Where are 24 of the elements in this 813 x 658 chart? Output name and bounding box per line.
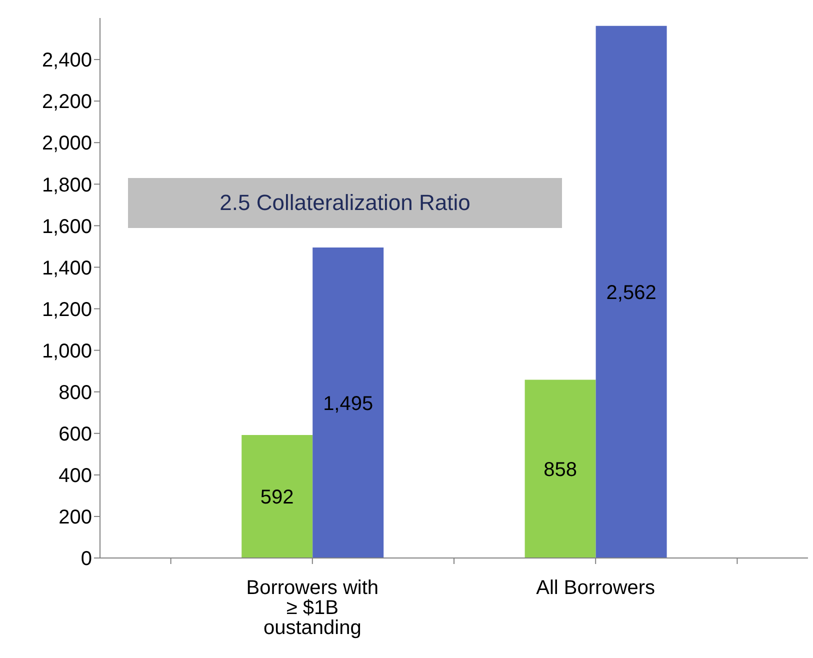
x-tick-label: All Borrowers (536, 577, 656, 600)
y-tick-label: 1,200 (42, 298, 92, 321)
y-tick-label: 2,000 (42, 132, 92, 155)
data-label: 2,562 (606, 282, 656, 304)
data-label: 592 (260, 486, 294, 509)
data-label: 858 (544, 459, 577, 481)
bar (596, 26, 667, 558)
y-tick-label: 600 (58, 423, 92, 446)
bar (312, 248, 384, 558)
y-tick-label: 2,200 (42, 91, 92, 114)
y-tick-label: 400 (58, 465, 92, 488)
bar (242, 435, 313, 558)
y-tick-label: 2,400 (42, 50, 92, 72)
x-tick-label: Borrowers with ≥ $1B oustanding (246, 577, 379, 640)
y-tick-label: 800 (58, 382, 92, 404)
y-tick-label: 0 (80, 548, 92, 570)
y-tick-label: 200 (58, 506, 92, 529)
y-tick-label: 1,600 (42, 216, 92, 238)
y-tick-label: 1,400 (42, 257, 92, 280)
y-tick-label: 1,000 (42, 340, 92, 362)
label-box: 2.5 Collateralization Ratio (128, 178, 562, 228)
data-label: 1,495 (323, 392, 374, 415)
y-tick-label: 1,800 (42, 174, 92, 196)
bar (524, 380, 596, 558)
